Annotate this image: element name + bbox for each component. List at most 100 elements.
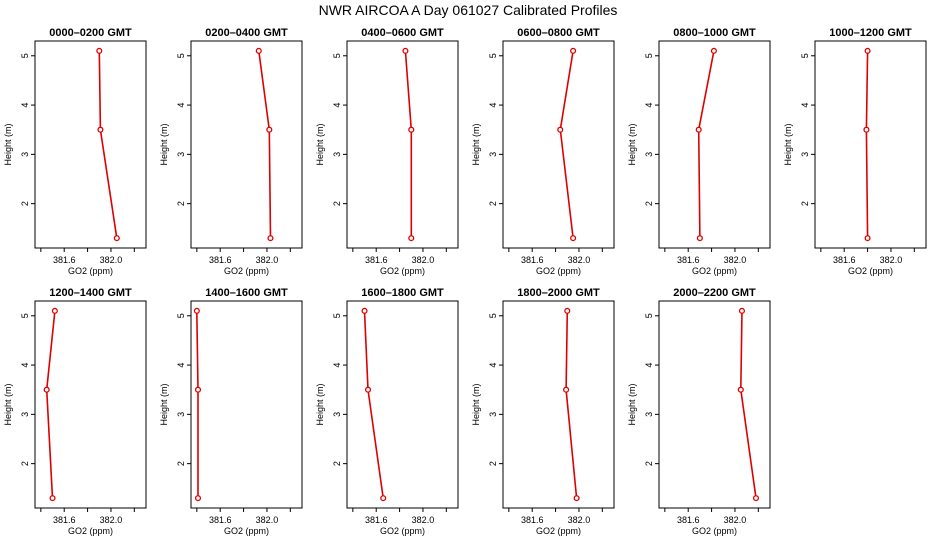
plot-frame [190, 300, 303, 509]
panel-title: 0400–0600 GMT [361, 27, 444, 39]
x-tick-label: 382.0 [100, 255, 123, 265]
x-axis-label: GO2 (ppm) [380, 526, 425, 536]
y-tick-label: 5 [176, 53, 186, 58]
y-tick-label: 4 [20, 363, 30, 368]
plot-frame [34, 300, 147, 509]
data-point [737, 386, 744, 393]
y-axis-label: Height (m) [471, 383, 481, 425]
x-axis-label: GO2 (ppm) [692, 266, 737, 276]
x-axis-label: GO2 (ppm) [848, 266, 893, 276]
y-axis-label: Height (m) [627, 123, 637, 165]
x-tick-label: 382.0 [412, 255, 435, 265]
y-tick-label: 4 [332, 103, 342, 108]
plot-frame [34, 40, 147, 249]
chart-panel: 1600–1800 GMT 381.6 382.0 2 3 4 5 GO2 (ppm) Heig… [315, 287, 459, 536]
x-tick-label: 381.6 [209, 515, 232, 525]
data-point [408, 126, 415, 133]
y-tick-label: 5 [20, 53, 30, 58]
x-axis-label: GO2 (ppm) [68, 266, 113, 276]
y-tick-label: 4 [644, 103, 654, 108]
data-point [361, 307, 368, 314]
y-axis-label: Height (m) [159, 123, 169, 165]
data-point [696, 235, 703, 242]
y-tick-label: 2 [644, 461, 654, 466]
y-tick-label: 5 [488, 313, 498, 318]
profile-line [45, 310, 56, 499]
chart-panel: 1800–2000 GMT 381.6 382.0 2 3 4 5 GO2 (ppm) Heig… [471, 287, 615, 536]
x-tick-label: 381.6 [521, 515, 544, 525]
data-point [863, 126, 870, 133]
profile-line [565, 310, 578, 499]
y-tick-label: 4 [176, 363, 186, 368]
data-point [380, 495, 387, 502]
x-tick-label: 382.0 [724, 255, 747, 265]
y-tick-label: 3 [488, 412, 498, 417]
plot-frame [658, 40, 771, 249]
y-tick-label: 5 [20, 313, 30, 318]
y-axis-label: Height (m) [315, 123, 325, 165]
plot-frame [502, 300, 615, 509]
data-point [408, 235, 415, 242]
y-tick-label: 4 [488, 103, 498, 108]
x-tick-label: 381.6 [209, 255, 232, 265]
data-point [738, 307, 746, 314]
x-tick-label: 381.6 [53, 255, 76, 265]
x-tick-label: 382.0 [880, 255, 903, 265]
profile-line [559, 50, 574, 239]
x-tick-label: 381.6 [365, 515, 388, 525]
y-axis-label: Height (m) [471, 123, 481, 165]
chart-panel: 0200–0400 GMT 381.6 382.0 2 3 4 5 GO2 (ppm) Heig… [159, 27, 303, 276]
y-tick-label: 2 [20, 201, 30, 206]
chart-panel: 1200–1400 GMT 381.6 382.0 2 3 4 5 GO2 (ppm) Heig… [3, 287, 147, 536]
chart-panel: 0400–0600 GMT 381.6 382.0 2 3 4 5 GO2 (ppm) Heig… [315, 27, 459, 276]
data-point [570, 47, 577, 54]
x-axis-label: GO2 (ppm) [380, 266, 425, 276]
y-tick-label: 3 [644, 152, 654, 157]
data-point [864, 47, 871, 54]
x-tick-label: 381.6 [521, 255, 544, 265]
panel-title: 1600–1800 GMT [361, 287, 444, 299]
data-point [402, 47, 409, 54]
panel-title: 1200–1400 GMT [49, 287, 132, 299]
x-tick-label: 382.0 [100, 515, 123, 525]
profile-line [196, 310, 199, 499]
y-tick-label: 2 [332, 201, 342, 206]
profile-line [404, 50, 413, 239]
panel-title: 0600–0800 GMT [517, 27, 600, 39]
data-point [49, 495, 56, 502]
x-tick-label: 382.0 [568, 515, 591, 525]
y-tick-label: 5 [332, 53, 342, 58]
y-tick-label: 2 [332, 461, 342, 466]
profile-line [697, 50, 715, 239]
x-tick-label: 381.6 [677, 255, 700, 265]
chart-panel: 0800–1000 GMT 381.6 382.0 2 3 4 5 GO2 (ppm) Heig… [627, 27, 771, 276]
y-tick-label: 3 [332, 152, 342, 157]
y-axis-label: Height (m) [3, 123, 13, 165]
y-tick-label: 4 [800, 103, 810, 108]
y-tick-label: 2 [176, 461, 186, 466]
y-axis-label: Height (m) [627, 383, 637, 425]
x-axis-label: GO2 (ppm) [68, 526, 113, 536]
y-tick-label: 2 [20, 461, 30, 466]
y-tick-label: 2 [176, 201, 186, 206]
y-tick-label: 3 [20, 412, 30, 417]
y-tick-label: 2 [644, 201, 654, 206]
y-axis-label: Height (m) [3, 383, 13, 425]
x-tick-label: 381.6 [677, 515, 700, 525]
panel-title: 1800–2000 GMT [517, 287, 600, 299]
y-tick-label: 3 [176, 152, 186, 157]
plot-frame [346, 300, 459, 509]
data-point [710, 47, 717, 54]
x-tick-label: 382.0 [568, 255, 591, 265]
y-tick-label: 5 [800, 53, 810, 58]
panel-title: 1400–1600 GMT [205, 287, 288, 299]
y-tick-label: 3 [20, 152, 30, 157]
data-point [695, 126, 702, 133]
data-point [564, 307, 571, 314]
profile-line [865, 50, 869, 239]
y-tick-label: 3 [332, 412, 342, 417]
panel-title: 0000–0200 GMT [49, 27, 132, 39]
x-tick-label: 382.0 [724, 515, 747, 525]
profile-line [363, 310, 384, 499]
